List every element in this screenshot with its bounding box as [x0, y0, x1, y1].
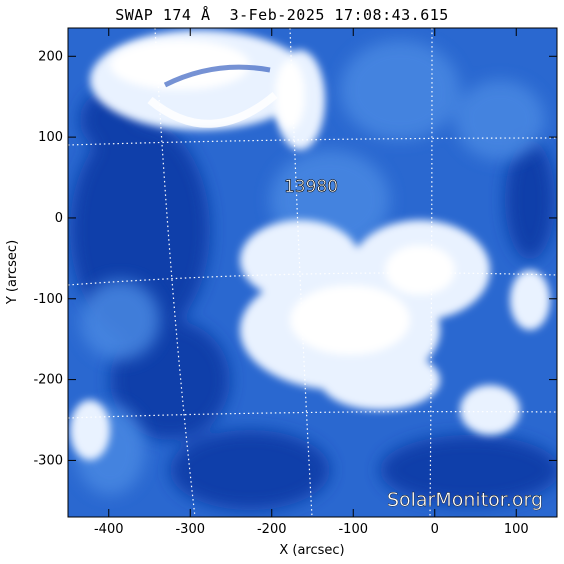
y-tick-label: 0 [55, 211, 63, 226]
y-axis-label: Y (arcsec) [5, 240, 20, 305]
x-axis: -400 -300 -200 -100 0 100 [94, 28, 529, 537]
y-tick-label: -200 [33, 373, 63, 388]
active-region-label: 13980 [284, 177, 338, 197]
x-tick-label: -400 [94, 522, 124, 537]
solarmonitor-watermark: SolarMonitor.org [387, 489, 543, 511]
coordinate-grid [68, 28, 557, 517]
swap-174-image [68, 28, 557, 517]
y-tick-label: 100 [38, 130, 63, 145]
x-tick-label: -100 [338, 522, 368, 537]
x-tick-label: 100 [504, 522, 529, 537]
y-tick-label: -300 [33, 453, 63, 468]
y-tick-label: 200 [38, 49, 63, 64]
x-tick-label: -300 [175, 522, 205, 537]
image-title: SWAP 174 Å 3-Feb-2025 17:08:43.615 [115, 6, 449, 24]
x-tick-label: 0 [431, 522, 439, 537]
x-tick-label: -200 [257, 522, 287, 537]
plot-frame [67, 27, 558, 518]
y-axis: 200 100 0 -100 -200 -300 [33, 49, 557, 468]
x-axis-label: X (arcsec) [279, 543, 344, 558]
y-tick-label: -100 [33, 292, 63, 307]
